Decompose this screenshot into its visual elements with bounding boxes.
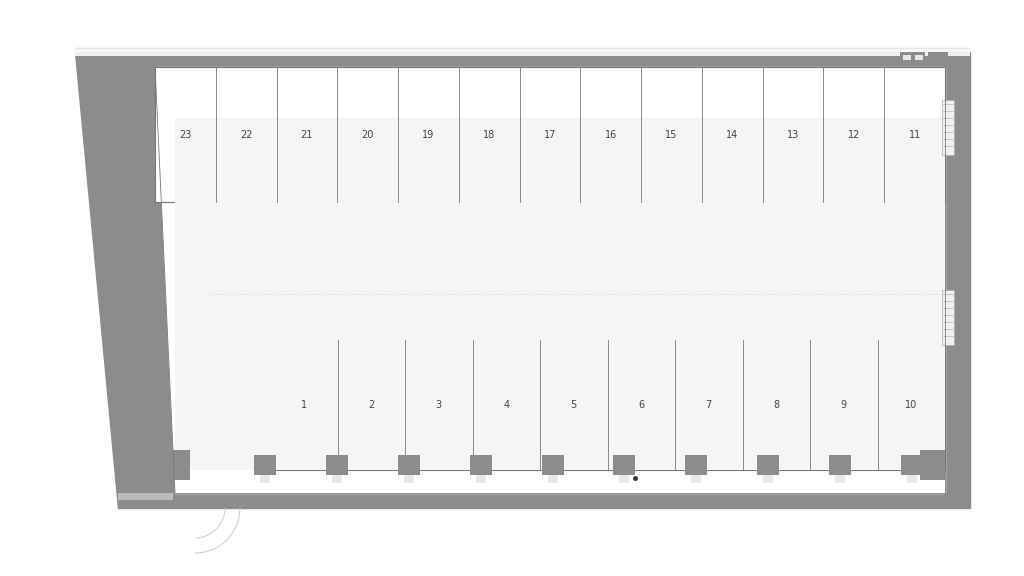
Bar bbox=[928, 52, 948, 62]
Bar bbox=[75, 48, 970, 56]
Bar bbox=[326, 455, 348, 475]
Text: 13: 13 bbox=[787, 130, 799, 139]
Bar bbox=[75, 46, 970, 52]
Bar bbox=[915, 55, 923, 60]
Bar bbox=[476, 475, 485, 483]
Bar bbox=[260, 475, 270, 483]
Text: 18: 18 bbox=[483, 130, 496, 139]
Bar bbox=[613, 455, 636, 475]
Bar bbox=[270, 340, 945, 470]
Bar bbox=[900, 52, 925, 62]
Text: 14: 14 bbox=[726, 130, 738, 139]
Bar bbox=[254, 455, 276, 475]
Text: 16: 16 bbox=[604, 130, 616, 139]
Bar bbox=[903, 55, 911, 60]
Bar bbox=[332, 475, 342, 483]
Bar bbox=[836, 475, 845, 483]
Bar bbox=[155, 67, 945, 202]
Text: 1: 1 bbox=[301, 400, 307, 410]
Text: 19: 19 bbox=[422, 130, 434, 139]
Text: 5: 5 bbox=[570, 400, 577, 410]
Bar bbox=[542, 455, 563, 475]
Text: 15: 15 bbox=[666, 130, 678, 139]
Text: 10: 10 bbox=[905, 400, 918, 410]
Bar bbox=[901, 455, 923, 475]
Bar bbox=[763, 475, 773, 483]
Bar bbox=[620, 475, 630, 483]
Text: 11: 11 bbox=[908, 130, 921, 139]
Bar bbox=[942, 290, 954, 345]
Bar bbox=[397, 455, 420, 475]
Bar bbox=[691, 475, 701, 483]
Bar bbox=[548, 475, 557, 483]
Bar bbox=[907, 475, 918, 483]
Bar bbox=[920, 450, 945, 480]
Text: 4: 4 bbox=[503, 400, 509, 410]
Polygon shape bbox=[155, 67, 945, 493]
Text: 8: 8 bbox=[773, 400, 779, 410]
Text: 7: 7 bbox=[706, 400, 712, 410]
Text: 17: 17 bbox=[544, 130, 556, 139]
Bar bbox=[118, 493, 173, 500]
Text: 20: 20 bbox=[361, 130, 374, 139]
Polygon shape bbox=[75, 52, 970, 508]
Bar bbox=[685, 455, 708, 475]
Text: 6: 6 bbox=[638, 400, 644, 410]
Text: 3: 3 bbox=[435, 400, 441, 410]
Bar bbox=[118, 493, 158, 505]
Text: 12: 12 bbox=[848, 130, 860, 139]
Text: 21: 21 bbox=[301, 130, 313, 139]
Bar bbox=[470, 455, 492, 475]
Text: 9: 9 bbox=[841, 400, 847, 410]
Bar bbox=[942, 100, 954, 155]
Text: 23: 23 bbox=[179, 130, 191, 139]
Bar bbox=[175, 118, 945, 470]
Text: 2: 2 bbox=[368, 400, 375, 410]
Bar bbox=[403, 475, 414, 483]
Bar bbox=[155, 450, 190, 480]
Bar bbox=[757, 455, 779, 475]
Bar bbox=[829, 455, 851, 475]
Text: 22: 22 bbox=[240, 130, 252, 139]
